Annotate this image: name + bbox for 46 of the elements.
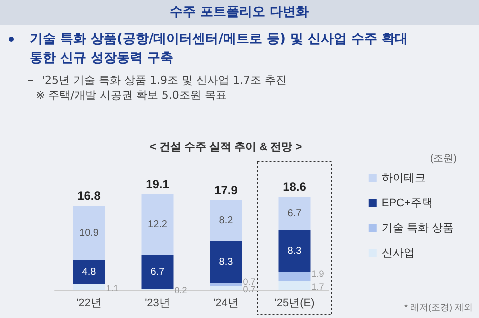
total-label: 17.9 [214, 184, 238, 198]
total-label: 19.1 [146, 178, 170, 192]
chart-title: 수주 포트폴리오 다변화 [0, 0, 479, 25]
data-label: 6.7 [288, 208, 302, 220]
data-label: 10.9 [80, 228, 100, 239]
data-label: 1.7 [312, 282, 324, 292]
legend-label: 신사업 [382, 248, 415, 260]
bar [73, 260, 106, 284]
bar [142, 256, 174, 289]
legend-label: 기술 특화 상품 [382, 222, 454, 234]
bar [278, 197, 311, 230]
bar [278, 282, 311, 290]
x-tick-label: '24년 [214, 298, 239, 310]
data-label: 12.2 [148, 220, 168, 230]
bar [278, 272, 311, 282]
text: 기술 특화 상품(공항/데이터센터/메트로 등) 및 신사업 수주 확대 통한 신규 성장동력 구축 [30, 32, 408, 66]
legend-label: 하이테크 [382, 172, 426, 184]
bar [210, 286, 242, 290]
total-label: 16.8 [78, 189, 102, 203]
x-tick-label: '25년(E) [274, 298, 315, 310]
x-tick-label: '23년 [145, 298, 170, 310]
bar [210, 200, 242, 242]
data-label: 8.3 [288, 246, 302, 257]
bar [73, 284, 106, 290]
data-label: 0.2 [174, 286, 188, 296]
bar [210, 242, 242, 283]
data-label: 6.7 [150, 266, 166, 278]
legend-label: EPC+주택 [382, 198, 433, 210]
text: '25년 기술 특화 상품 1.9조 및 신사업 1.7조 추진 [42, 74, 287, 87]
bar [210, 283, 242, 286]
text: (조원) [430, 154, 458, 164]
text: ※ 주택/개발 시공권 확보 5.0조원 목표 [36, 89, 227, 102]
text: * 레저(조경) 제외 [404, 302, 473, 312]
total-label: 18.6 [283, 180, 307, 194]
data-label: 0.7 [243, 276, 256, 287]
data-label: 1.9 [312, 268, 324, 279]
bar [73, 206, 106, 260]
data-label: 8.3 [219, 256, 234, 268]
data-label: 4.8 [82, 267, 97, 278]
x-tick-label: '22년 [76, 298, 102, 310]
data-label: 1.1 [106, 283, 119, 294]
bar [142, 194, 174, 256]
data-label: 8.2 [219, 216, 234, 226]
bar [278, 230, 311, 272]
chart-subtitle: < 건설 수주 실적 추이 & 전망 > [150, 142, 302, 154]
data-label: 0.7 [243, 284, 256, 294]
